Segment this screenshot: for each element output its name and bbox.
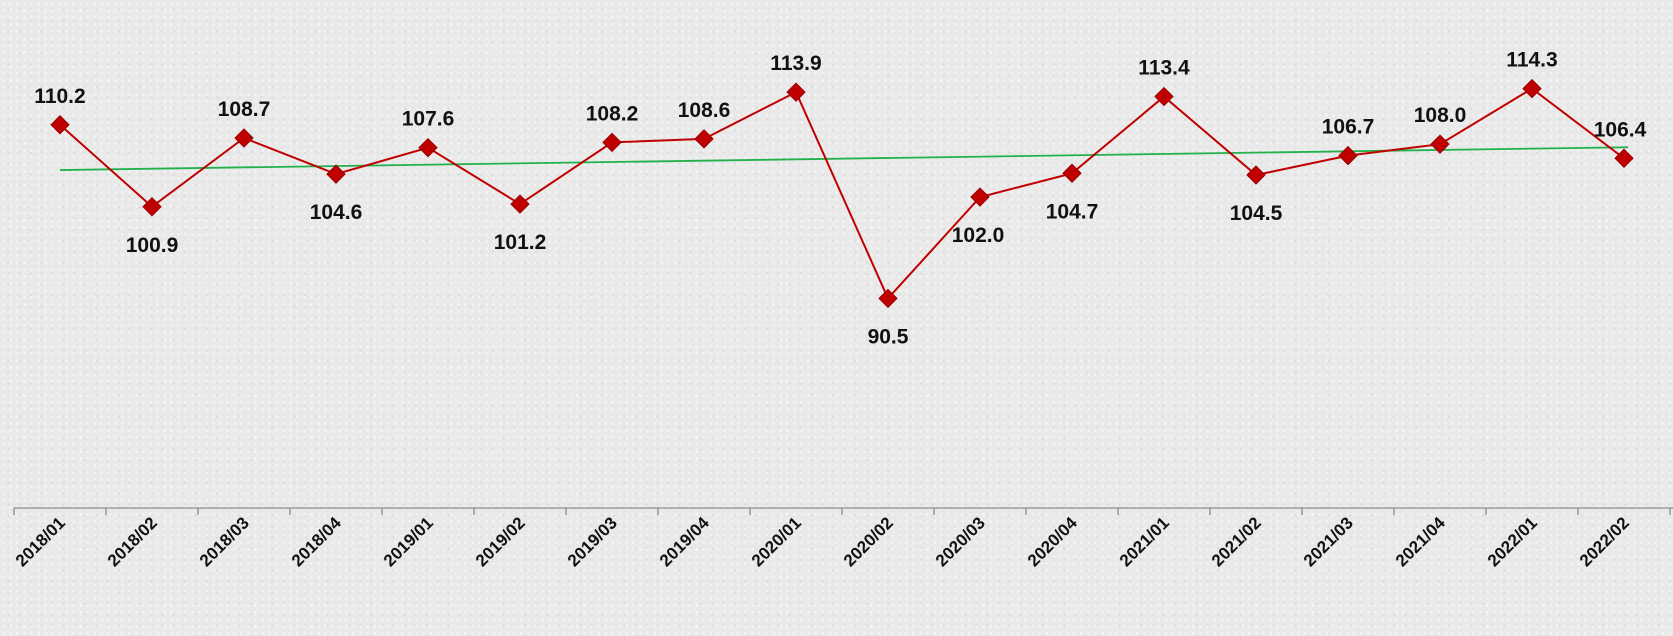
data-point-marker	[1062, 163, 1082, 183]
data-point-marker	[1522, 78, 1542, 99]
data-label: 108.6	[678, 99, 731, 122]
data-point-marker	[1430, 134, 1450, 154]
data-point-marker	[1614, 148, 1634, 168]
data-label: 104.7	[1046, 200, 1099, 223]
data-label: 100.9	[126, 234, 179, 257]
x-tick-label: 2019/03	[564, 513, 621, 570]
data-point-marker	[326, 164, 346, 184]
data-point-marker	[786, 82, 806, 102]
x-tick-label: 2022/02	[1576, 513, 1633, 570]
x-axis	[13, 507, 1673, 515]
data-label: 102.0	[952, 224, 1005, 247]
series-line	[59, 87, 1625, 301]
x-tick-label: 2019/02	[472, 513, 529, 570]
data-label: 104.5	[1230, 202, 1283, 225]
x-tick-label: 2018/01	[12, 513, 69, 570]
data-label: 90.5	[868, 325, 909, 348]
data-point-marker	[694, 129, 714, 149]
x-tick-label: 2021/04	[1392, 513, 1449, 570]
data-point-marker	[142, 197, 162, 217]
x-tick-label: 2018/02	[104, 513, 161, 570]
data-label: 108.2	[586, 102, 639, 125]
data-label-layer: 110.2 100.9 108.7 104.6 107.6 101.2 108.2 108.6…	[34, 49, 1646, 349]
data-point-marker	[1338, 145, 1358, 166]
data-point-marker	[970, 187, 990, 207]
x-tick-label: 2022/01	[1484, 513, 1541, 570]
x-tick-label: 2021/01	[1116, 513, 1173, 570]
x-tick-label: 2018/04	[288, 513, 345, 570]
x-tick-label: 2019/04	[656, 513, 713, 570]
x-tick-label: 2020/01	[748, 513, 805, 570]
data-label: 104.6	[310, 201, 363, 224]
data-point-marker	[602, 132, 622, 153]
data-label: 113.4	[1138, 57, 1190, 80]
data-label: 108.7	[218, 98, 271, 121]
series-layer	[50, 78, 1634, 309]
x-tick-label: 2020/03	[932, 513, 989, 570]
data-point-marker	[510, 194, 530, 214]
x-tick-label: 2020/04	[1024, 513, 1081, 570]
data-label: 110.2	[34, 85, 85, 108]
data-label: 107.6	[402, 108, 455, 131]
x-tick-label: 2020/02	[840, 513, 897, 570]
data-label: 113.9	[770, 52, 821, 75]
x-tick-label: 2021/03	[1300, 513, 1357, 570]
data-label: 106.7	[1322, 116, 1375, 139]
trendline	[59, 146, 1629, 171]
data-label: 114.3	[1506, 49, 1557, 72]
data-point-marker	[418, 137, 438, 158]
x-tick-label: 2021/02	[1208, 513, 1265, 570]
data-point-marker	[878, 288, 898, 309]
data-point-marker	[1154, 86, 1174, 107]
tick-label-layer: 2018/01 2018/02 2018/03 2018/04 2019/01 2019/…	[12, 513, 1633, 570]
data-point-marker	[234, 128, 254, 148]
data-label: 106.4	[1594, 118, 1647, 141]
data-point-marker	[50, 115, 70, 135]
data-point-marker	[1246, 165, 1266, 185]
trendline-layer	[59, 146, 1629, 171]
x-tick-label: 2019/01	[380, 513, 437, 570]
x-tick-label: 2018/03	[196, 513, 253, 570]
data-label: 108.0	[1414, 104, 1467, 127]
data-label: 101.2	[494, 231, 547, 254]
